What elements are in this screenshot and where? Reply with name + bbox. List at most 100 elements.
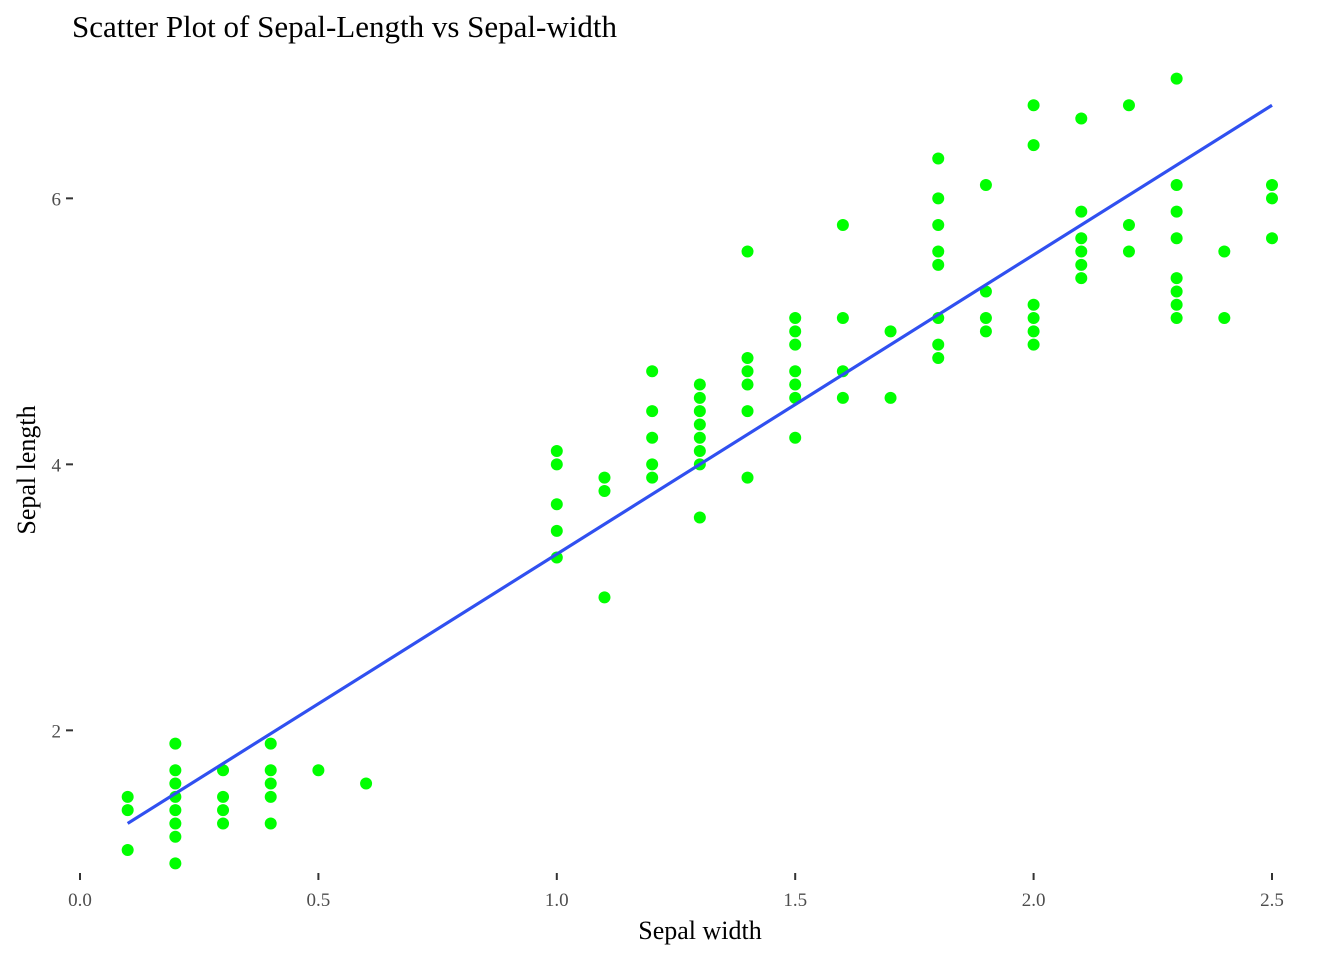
data-point-74: [1027, 99, 1040, 112]
y-axis-title: Sepal length: [12, 405, 41, 534]
data-point-70: [979, 179, 992, 192]
data-point-62: [932, 152, 945, 165]
data-point-88: [1122, 245, 1135, 258]
data-point-97: [1218, 245, 1231, 258]
data-point-5: [169, 777, 182, 790]
data-point-90: [1170, 179, 1183, 192]
data-point-0: [121, 790, 134, 803]
data-point-65: [932, 245, 945, 258]
data-point-43: [741, 245, 754, 258]
points-layer: [121, 72, 1278, 870]
data-point-75: [1027, 139, 1040, 152]
y-tick-label-0: 2: [52, 721, 62, 742]
data-point-39: [693, 431, 706, 444]
data-point-60: [884, 325, 897, 338]
data-point-29: [598, 591, 611, 604]
y-tick-label-1: 4: [52, 455, 62, 476]
y-tick-label-2: 6: [52, 189, 62, 210]
data-point-36: [693, 391, 706, 404]
data-point-12: [217, 790, 230, 803]
data-point-77: [1027, 312, 1040, 325]
x-tick-label-5: 2.5: [1260, 890, 1284, 911]
data-point-92: [1170, 232, 1183, 245]
trend-line-layer: [126, 103, 1273, 825]
data-point-16: [264, 764, 277, 777]
chart-title: Scatter Plot of Sepal-Length vs Sepal-wi…: [72, 9, 617, 44]
data-point-93: [1170, 272, 1183, 285]
data-point-2: [121, 844, 134, 857]
data-point-46: [741, 378, 754, 391]
data-point-23: [550, 458, 563, 471]
x-tick-label-0: 0.0: [68, 890, 92, 911]
data-point-38: [693, 418, 706, 431]
data-point-4: [169, 764, 182, 777]
x-tick-label-1: 0.5: [307, 890, 331, 911]
data-point-9: [169, 830, 182, 843]
data-point-10: [169, 857, 182, 870]
data-point-52: [789, 365, 802, 378]
data-point-85: [1075, 272, 1088, 285]
data-point-48: [741, 471, 754, 484]
data-point-37: [693, 405, 706, 418]
data-point-14: [217, 817, 230, 830]
data-point-73: [979, 325, 992, 338]
data-point-79: [1027, 338, 1040, 351]
data-point-21: [360, 777, 373, 790]
data-point-55: [789, 431, 802, 444]
data-point-47: [741, 405, 754, 418]
data-point-40: [693, 445, 706, 458]
data-point-50: [789, 325, 802, 338]
data-point-86: [1122, 99, 1135, 112]
x-tick-label-3: 1.5: [783, 890, 807, 911]
data-point-15: [264, 737, 277, 750]
data-point-78: [1027, 325, 1040, 338]
x-axis: 0.0 0.5 1.0 1.5 2.0 2.5: [68, 873, 1284, 911]
data-point-19: [264, 817, 277, 830]
data-point-89: [1170, 72, 1183, 85]
data-point-84: [1075, 258, 1088, 271]
data-point-61: [884, 391, 897, 404]
data-point-27: [598, 471, 611, 484]
data-point-57: [836, 312, 849, 325]
data-point-68: [932, 338, 945, 351]
data-point-25: [550, 524, 563, 537]
x-tick-label-2: 1.0: [545, 890, 569, 911]
data-point-87: [1122, 218, 1135, 231]
data-point-81: [1075, 205, 1088, 218]
data-point-94: [1170, 285, 1183, 298]
x-tick-label-4: 2.0: [1022, 890, 1046, 911]
data-point-100: [1266, 192, 1278, 205]
data-point-33: [646, 458, 659, 471]
data-point-56: [836, 218, 849, 231]
y-axis: 2 4 6: [52, 189, 73, 742]
data-point-45: [741, 365, 754, 378]
data-point-17: [264, 777, 277, 790]
data-point-53: [789, 378, 802, 391]
data-point-95: [1170, 298, 1183, 311]
data-point-101: [1266, 232, 1278, 245]
data-point-44: [741, 351, 754, 364]
data-point-22: [550, 445, 563, 458]
data-point-24: [550, 498, 563, 511]
data-point-96: [1170, 312, 1183, 325]
data-point-66: [932, 258, 945, 271]
data-point-18: [264, 790, 277, 803]
data-point-28: [598, 484, 611, 497]
data-point-35: [693, 378, 706, 391]
x-axis-title: Sepal width: [638, 916, 762, 945]
data-point-99: [1266, 179, 1278, 192]
data-point-13: [217, 804, 230, 817]
data-point-30: [646, 365, 659, 378]
data-point-72: [979, 312, 992, 325]
data-point-76: [1027, 298, 1040, 311]
data-point-32: [646, 431, 659, 444]
data-point-3: [169, 737, 182, 750]
data-point-98: [1218, 312, 1231, 325]
data-point-31: [646, 405, 659, 418]
data-point-51: [789, 338, 802, 351]
data-point-42: [693, 511, 706, 524]
data-point-59: [836, 391, 849, 404]
data-point-69: [932, 351, 945, 364]
trend-line: [126, 103, 1273, 825]
